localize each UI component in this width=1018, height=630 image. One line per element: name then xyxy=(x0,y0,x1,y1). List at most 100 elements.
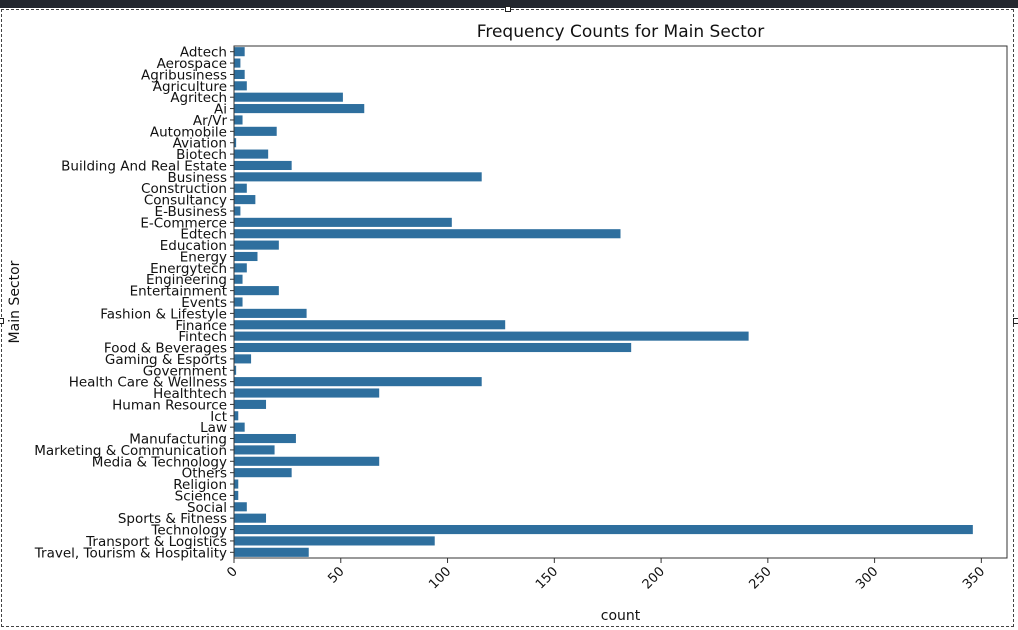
y-tick-label: Marketing & Communication xyxy=(34,443,227,459)
x-tick-label: 300 xyxy=(853,564,881,592)
bar xyxy=(234,456,380,466)
bar xyxy=(234,69,245,79)
y-tick-label: Science xyxy=(175,488,227,504)
y-tick-label: Others xyxy=(182,466,227,482)
bar xyxy=(234,513,267,523)
y-tick-label: Consultancy xyxy=(144,193,227,209)
bar xyxy=(234,206,241,216)
resize-handle-top[interactable] xyxy=(505,6,511,12)
y-tick-label: Human Resource xyxy=(112,397,227,413)
bar xyxy=(234,115,243,125)
y-tick-label: Biotech xyxy=(176,147,227,163)
bar xyxy=(234,126,277,136)
bar xyxy=(234,490,239,500)
bar xyxy=(234,354,252,364)
bar xyxy=(234,445,275,455)
bar xyxy=(234,399,267,409)
bar xyxy=(234,149,269,159)
y-tick-label: Aerospace xyxy=(157,56,227,72)
y-tick-label: Fintech xyxy=(178,329,227,345)
x-tick-label: 50 xyxy=(325,564,347,586)
y-tick-label: Social xyxy=(187,500,227,516)
window-top-bar xyxy=(0,0,1018,8)
bar xyxy=(234,422,245,432)
bar xyxy=(234,183,247,193)
x-tick-label: 150 xyxy=(533,564,561,592)
y-tick-label: Ai xyxy=(214,102,227,118)
resize-handle-left[interactable] xyxy=(0,318,4,324)
bar xyxy=(234,536,435,546)
bar xyxy=(234,468,292,478)
bar xyxy=(234,433,296,444)
y-tick-label: Energy xyxy=(180,249,227,265)
y-tick-label: Gaming & Esports xyxy=(105,352,227,368)
bar xyxy=(234,502,247,512)
bar xyxy=(234,138,237,148)
bar xyxy=(234,274,243,284)
bar xyxy=(234,217,452,227)
y-tick-label: Food & Beverages xyxy=(104,341,227,357)
bar xyxy=(234,331,749,341)
x-tick-labels: 0 50 100 150 200 250 300 350 xyxy=(224,558,988,592)
bar xyxy=(234,479,239,489)
bar xyxy=(234,263,247,273)
y-tick-label: Manufacturing xyxy=(129,432,227,448)
y-tick-label: Agriculture xyxy=(153,79,227,95)
bar xyxy=(234,308,307,318)
bar xyxy=(234,297,243,307)
bar xyxy=(234,525,973,535)
plot-area-frame xyxy=(233,45,1008,559)
x-axis-label: count xyxy=(601,608,641,624)
bar xyxy=(234,320,506,330)
y-tick-label: Travel, Tourism & Hospitality xyxy=(34,545,227,561)
chart-title: Frequency Counts for Main Sector xyxy=(477,22,764,42)
y-tick-label: Ar/Vr xyxy=(193,113,228,129)
y-tick-label: Entertainment xyxy=(130,284,227,300)
x-tick-label: 0 xyxy=(224,564,240,580)
bar xyxy=(234,172,482,182)
resize-handle-right[interactable] xyxy=(1013,318,1018,324)
bar xyxy=(234,104,365,114)
y-tick-label: Construction xyxy=(141,181,227,197)
x-tick-label: 350 xyxy=(960,564,988,592)
y-tick-label: Events xyxy=(181,295,227,311)
y-tick-label: Healthtech xyxy=(153,386,227,402)
y-tick-label: Transport & Logistics xyxy=(85,534,227,550)
y-tick-label: Media & Technology xyxy=(92,454,227,470)
y-tick-label: E-Commerce xyxy=(140,215,227,231)
bar xyxy=(234,229,621,239)
y-tick-label: Engineering xyxy=(146,272,227,288)
y-tick-label: Law xyxy=(200,420,227,436)
y-tick-label: Education xyxy=(160,238,227,254)
y-tick-label: Agribusiness xyxy=(141,67,227,83)
y-tick-label: Business xyxy=(167,170,227,186)
y-tick-label: E-Business xyxy=(155,204,227,220)
bar xyxy=(234,251,258,262)
y-tick-label: Technology xyxy=(150,523,227,539)
bars-group xyxy=(234,47,973,557)
bar xyxy=(234,365,237,375)
y-tick-label: Edtech xyxy=(180,227,227,243)
y-tick-labels: AdtechAerospaceAgribusinessAgricultureAg… xyxy=(34,45,234,561)
y-tick-label: Aviation xyxy=(173,136,227,152)
y-tick-label: Automobile xyxy=(150,124,227,140)
y-tick-label: Adtech xyxy=(180,45,227,61)
bar xyxy=(234,81,247,91)
y-tick-label: Religion xyxy=(173,477,227,493)
bar xyxy=(234,411,239,421)
bar xyxy=(234,195,256,205)
x-tick-label: 200 xyxy=(640,564,668,592)
y-tick-label: Ict xyxy=(210,409,227,425)
bar xyxy=(234,47,245,57)
y-tick-label: Energytech xyxy=(150,261,227,277)
bar xyxy=(234,286,279,296)
bar xyxy=(234,92,343,102)
bar xyxy=(234,240,279,250)
y-tick-label: Government xyxy=(143,363,227,379)
bar xyxy=(234,388,380,398)
y-tick-label: Agritech xyxy=(170,90,227,106)
y-axis-label: Main Sector xyxy=(7,260,23,343)
bar xyxy=(234,342,632,353)
y-tick-label: Health Care & Wellness xyxy=(69,375,227,391)
